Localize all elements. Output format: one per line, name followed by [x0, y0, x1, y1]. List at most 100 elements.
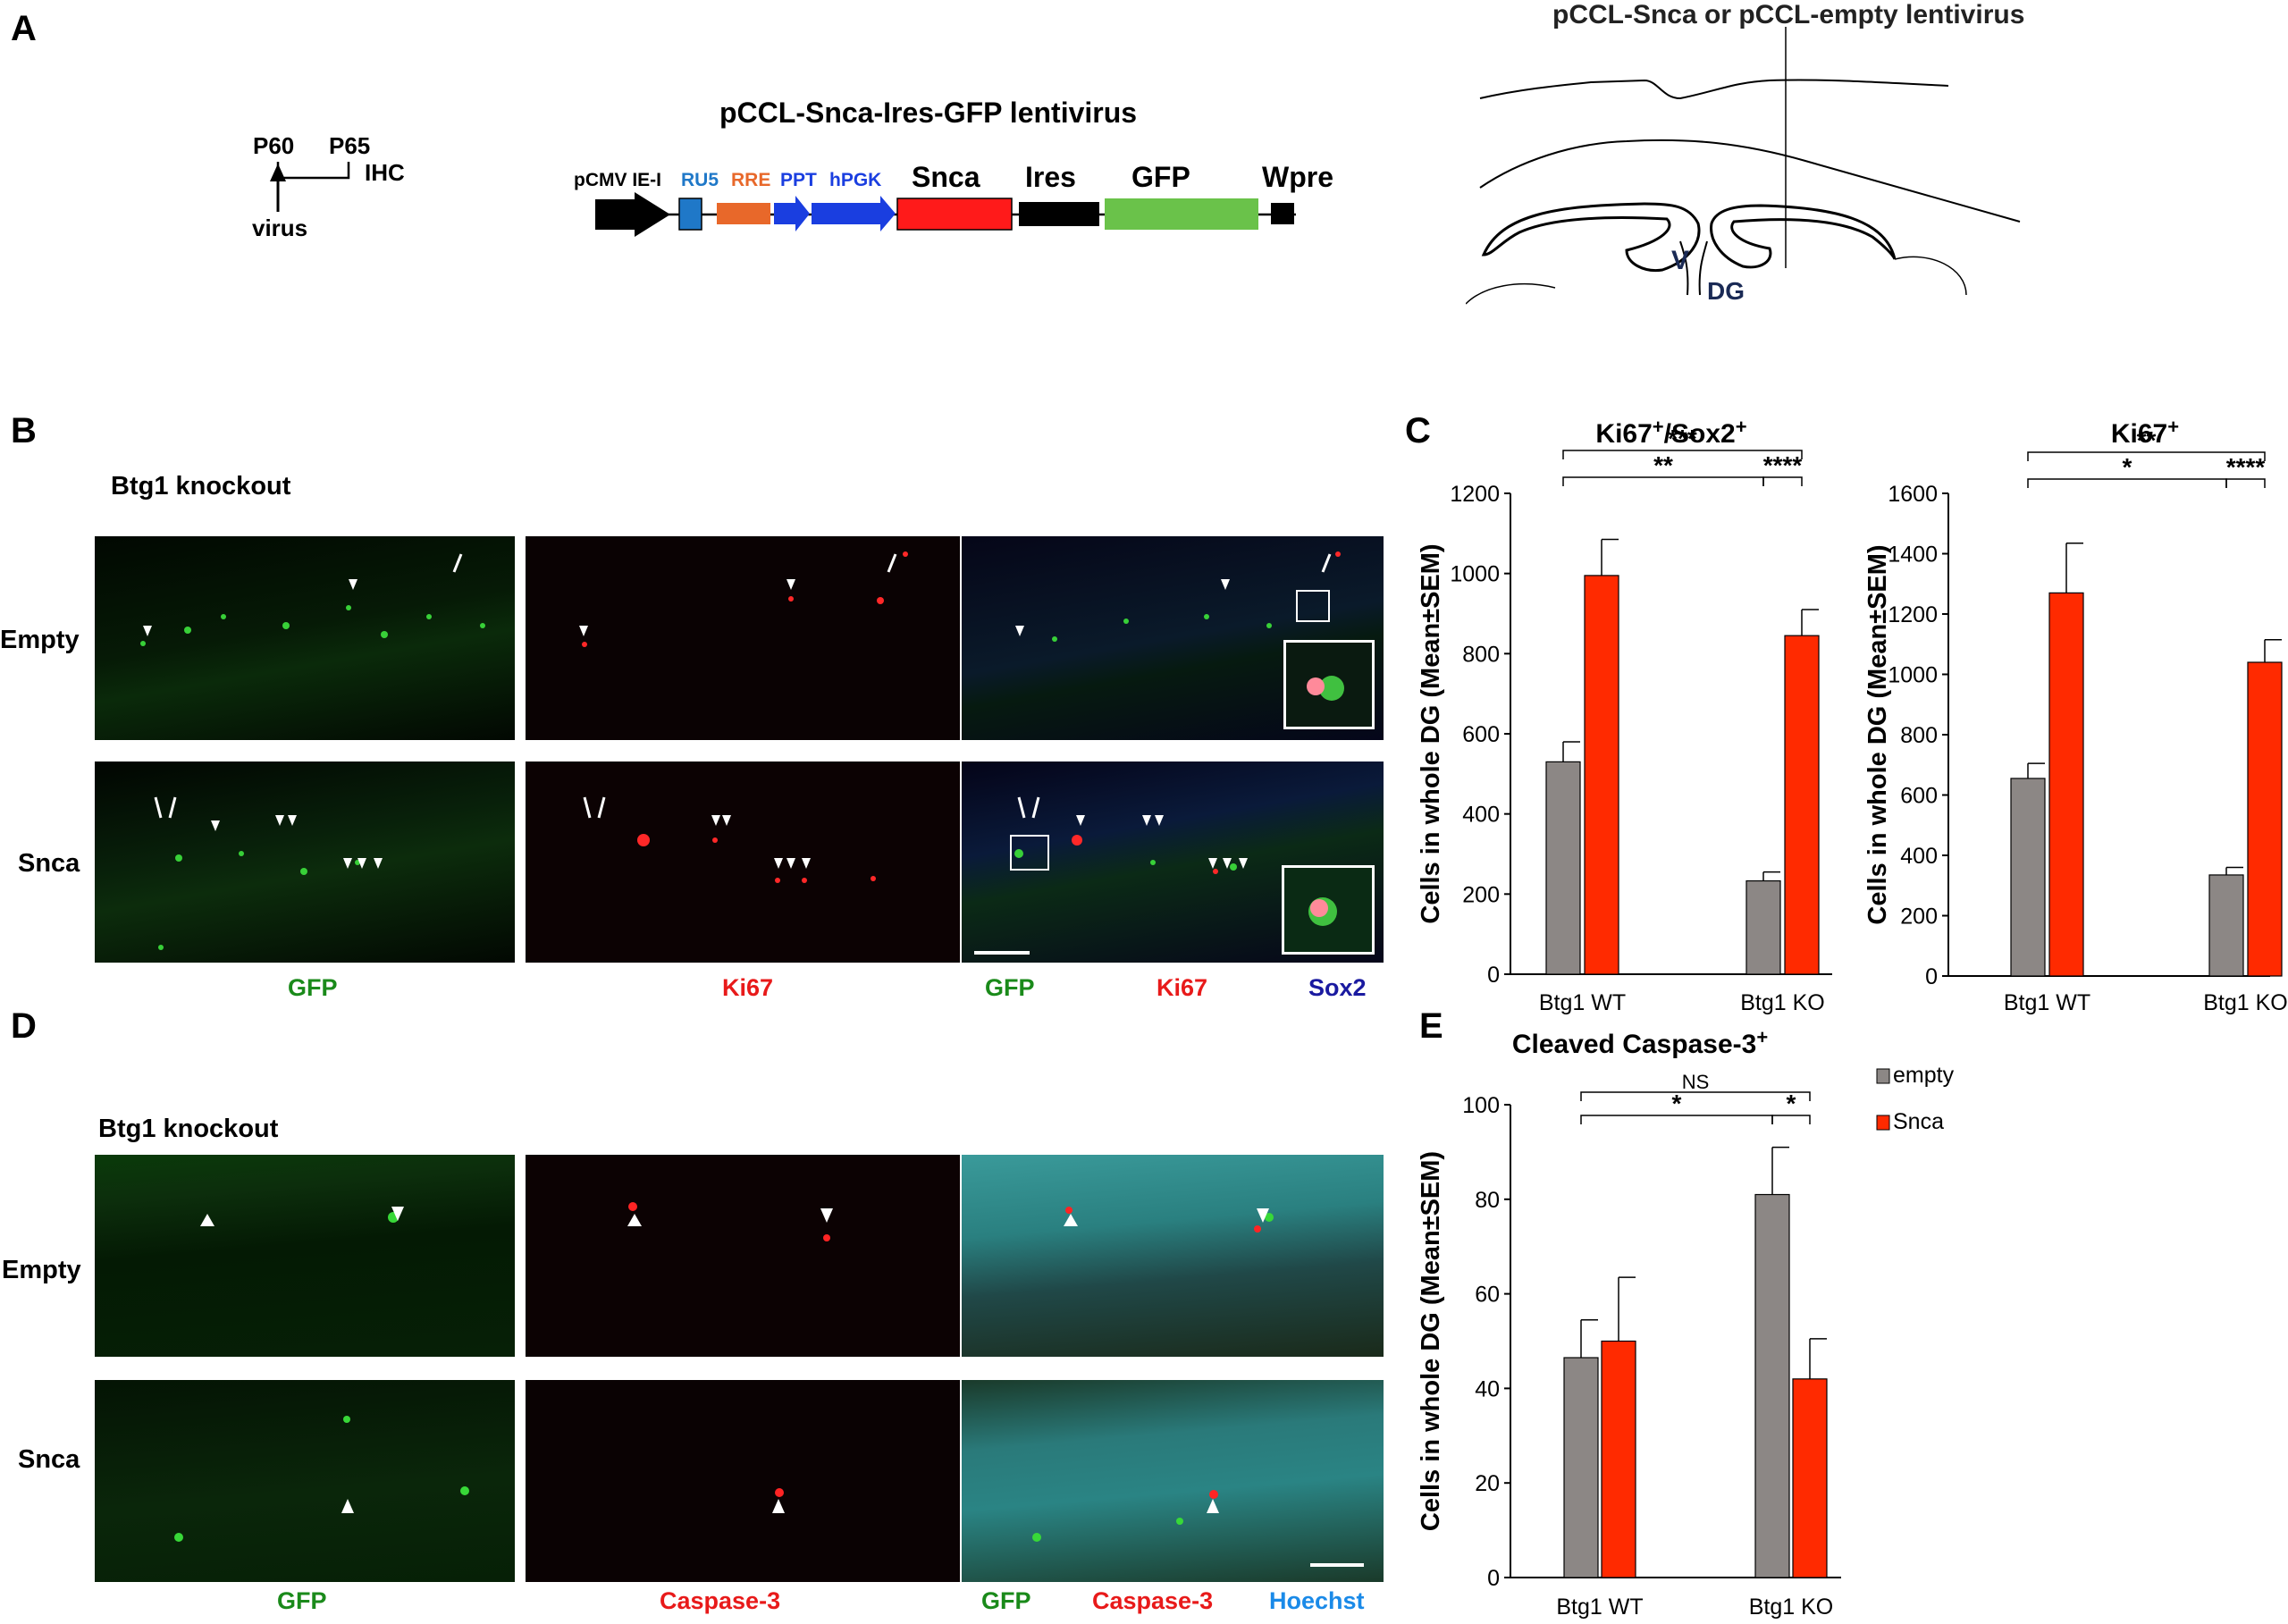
brain-label-dg: DG: [1707, 277, 1745, 305]
construct-label-ires: Ires: [1025, 161, 1076, 193]
timeline-p65: P65: [329, 132, 371, 159]
x-tick-label: Btg1 KO: [2203, 990, 2288, 1015]
legend-label-empty: empty: [1893, 1063, 1955, 1088]
y-tick-label: 0: [1487, 1566, 1500, 1591]
zoom-box: [1296, 590, 1330, 622]
significance-label: ****: [1763, 451, 1803, 479]
y-tick-label: 1000: [1450, 562, 1500, 587]
significance-bracket: [1771, 1115, 1811, 1124]
y-tick-label: 1400: [1888, 543, 1938, 568]
caption-d-caspase-merge: Caspase-3: [1092, 1587, 1214, 1614]
caption-d-gfp: GFP: [277, 1587, 327, 1614]
x-tick-label: Btg1 WT: [1539, 990, 1626, 1015]
ppt-arrow: [774, 196, 810, 231]
hpgk-arrow: [812, 196, 896, 231]
panel-d-row-snca: Snca: [18, 1445, 80, 1474]
micrograph-d-empty-gfp: [95, 1155, 515, 1357]
micrograph-d-empty-caspase: [526, 1155, 960, 1357]
y-axis-label: Cells in whole DG (Mean±SEM): [1417, 1151, 1445, 1531]
timeline-virus: virus: [252, 215, 308, 241]
significance-label: ***: [1668, 425, 1697, 452]
bar-empty: [1563, 1357, 1599, 1578]
construct-label-pcmv: pCMV IE-I: [574, 170, 661, 190]
ru5-box: [678, 198, 702, 231]
y-tick-label: 400: [1462, 803, 1500, 828]
y-tick-label: 400: [1900, 844, 1938, 869]
significance-label: **: [1653, 451, 1673, 479]
y-tick-label: 80: [1475, 1188, 1500, 1213]
significance-label: *: [1787, 1090, 1796, 1117]
micrograph-d-snca-merge: [962, 1380, 1384, 1582]
y-tick-label: 1200: [1450, 482, 1500, 507]
y-tick-label: 100: [1462, 1093, 1500, 1118]
panel-label-c: C: [1405, 411, 1431, 450]
construct-label-gfp: GFP: [1131, 161, 1190, 193]
rre-box: [717, 203, 770, 224]
y-axis-label: Cells in whole DG (Mean±SEM): [1863, 544, 1892, 924]
construct-label-snca: Snca: [912, 161, 980, 193]
bar-snca: [1792, 1378, 1828, 1578]
caption-b-ki67: Ki67: [722, 974, 774, 1001]
construct-diagram: [595, 192, 1296, 237]
chart-title: Ki67+/Sox2+: [1595, 416, 1746, 449]
significance-bracket: [1580, 1091, 1811, 1101]
significance-bracket: [1762, 476, 1803, 486]
zoom-box: [1010, 835, 1049, 871]
y-tick-label: 200: [1900, 905, 1938, 930]
y-tick-label: 20: [1475, 1471, 1500, 1496]
micrograph-b-snca-gfp: [95, 762, 515, 963]
panel-d-row-empty: Empty: [2, 1256, 81, 1284]
y-tick-label: 800: [1900, 723, 1938, 748]
panel-label-b: B: [11, 411, 37, 450]
construct-label-ru5: RU5: [681, 170, 719, 190]
legend-label-snca: Snca: [1893, 1109, 1944, 1134]
construct-title: pCCL-Snca-Ires-GFP lentivirus: [719, 97, 1138, 129]
panel-label-a: A: [11, 9, 37, 48]
y-tick-label: 200: [1462, 882, 1500, 907]
significance-bracket: [1562, 450, 1803, 459]
brain-title: pCCL-Snca or pCCL-empty lentivirus: [1552, 0, 2025, 29]
caption-b-gfp: GFP: [288, 974, 338, 1001]
caption-b-ki67-merge: Ki67: [1157, 974, 1208, 1001]
significance-label: *: [1672, 1090, 1682, 1117]
y-axis-label: Cells in whole DG (Mean±SEM): [1417, 543, 1445, 923]
significance-label: ****: [2226, 453, 2266, 481]
bar-empty: [1545, 761, 1581, 975]
chart-title: Ki67+: [2111, 416, 2179, 449]
timeline-ihc: IHC: [365, 159, 405, 186]
construct-label-hpgk: hPGK: [829, 170, 882, 190]
y-tick-label: 1200: [1888, 602, 1938, 627]
bar-empty: [1754, 1193, 1790, 1578]
micrograph-d-snca-gfp: [95, 1380, 515, 1582]
chart-caspase: Cleaved Caspase-3+ Cells in whole DG (Mea…: [1417, 1026, 1955, 1620]
micrograph-b-empty-ki67: [526, 536, 960, 740]
caption-d-caspase: Caspase-3: [660, 1587, 781, 1614]
brain-label-v: V: [1671, 246, 1690, 275]
chart-title: Cleaved Caspase-3+: [1512, 1026, 1768, 1059]
panel-label-d: D: [11, 1006, 37, 1046]
x-tick-label: Btg1 KO: [1740, 990, 1825, 1015]
scale-bar: [1310, 1563, 1364, 1567]
micrograph-b-snca-ki67: [526, 762, 960, 963]
chart-ki67: Ki67+ Cells in whole DG (Mean±SEM) 0 200 400…: [1863, 416, 2288, 1015]
timeline-p60: P60: [253, 132, 295, 159]
y-tick-label: 800: [1462, 642, 1500, 667]
snca-box: [896, 198, 1013, 231]
bar-snca: [1601, 1340, 1636, 1578]
y-tick-label: 600: [1462, 722, 1500, 747]
ires-box: [1019, 202, 1099, 226]
panel-d-header: Btg1 knockout: [98, 1115, 279, 1143]
timeline-arrow: [270, 162, 350, 212]
caption-d-gfp-merge: GFP: [981, 1587, 1031, 1614]
legend-swatch-snca: [1876, 1115, 1890, 1131]
micrograph-d-empty-merge: [962, 1155, 1384, 1357]
scale-bar: [974, 951, 1030, 955]
gfp-box: [1105, 198, 1258, 230]
construct-label-rre: RRE: [731, 170, 771, 190]
bar-empty: [2010, 778, 2046, 977]
micrograph-d-snca-caspase: [526, 1380, 960, 1582]
micrograph-b-empty-gfp: [95, 536, 515, 740]
bar-snca: [2048, 592, 2084, 977]
construct-label-wpre: Wpre: [1262, 161, 1333, 193]
